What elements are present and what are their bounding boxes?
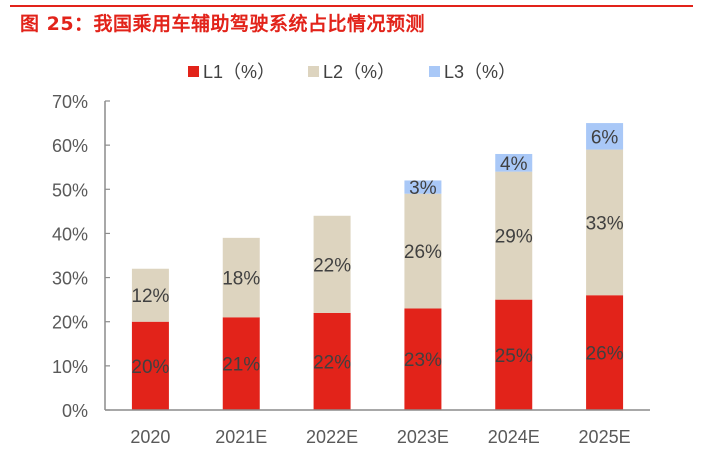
data-label-2020-series-1: 20%: [131, 357, 169, 378]
legend: L1（%） L2（%） L3（%）: [0, 58, 703, 82]
legend-swatch-l3: [429, 65, 440, 77]
bar-2022E-series-2: [313, 215, 351, 313]
y-tick-label: 10%: [52, 357, 88, 377]
labels-group: 20% 12% 2020 21% 18% 2021E 22% 22% 2022E 23% 26% 3%…: [52, 92, 631, 447]
data-label-2025E-series-2: 33%: [586, 213, 624, 234]
bar-2021E-series-1: [222, 317, 260, 410]
data-label-2021E-series-1: 21%: [222, 355, 260, 376]
chart-title: 图 25：我国乘用车辅助驾驶系统占比情况预测: [20, 13, 426, 35]
bar-2025E-series-2: [586, 149, 624, 296]
bar-2023E-series-2: [404, 193, 442, 309]
bar-2023E-series-1: [404, 308, 442, 410]
bar-2024E-series-2: [495, 171, 533, 300]
y-tick-label: 20%: [52, 313, 88, 333]
bar-2025E-series-3: [586, 123, 624, 150]
legend-item-l3: L3（%）: [429, 58, 516, 84]
y-tick-label: 40%: [52, 224, 88, 244]
data-label-2023E-series-3: 3%: [409, 178, 437, 199]
legend-item-l1: L1（%）: [188, 58, 275, 84]
x-tick-label: 2024E: [488, 427, 540, 447]
data-label-2023E-series-2: 26%: [404, 242, 442, 263]
data-label-2024E-series-3: 4%: [500, 154, 528, 175]
y-tick-label: 70%: [52, 92, 88, 112]
x-tick-label: 2021E: [215, 427, 267, 447]
bars-group: [131, 123, 624, 410]
bar-2020-series-2: [131, 268, 169, 322]
bar-2020-series-1: [131, 321, 169, 410]
data-label-2020-series-2: 12%: [131, 286, 169, 307]
data-label-2025E-series-3: 6%: [591, 127, 619, 148]
legend-label-l3: L3（%）: [444, 62, 517, 82]
x-tick-label: 2022E: [306, 427, 358, 447]
legend-item-l2: L2（%）: [308, 58, 395, 84]
legend-swatch-l2: [308, 65, 319, 77]
bar-2024E-series-1: [495, 299, 533, 410]
x-tick-label: 2025E: [579, 427, 631, 447]
axes-group: [104, 100, 650, 411]
legend-label-l1: L1（%）: [203, 62, 276, 82]
bar-2023E-series-3: [404, 180, 442, 194]
bar-2024E-series-3: [495, 153, 533, 172]
data-label-2022E-series-2: 22%: [313, 255, 351, 276]
bar-2022E-series-1: [313, 312, 351, 410]
y-tick-label: 60%: [52, 136, 88, 156]
data-label-2024E-series-2: 29%: [495, 227, 533, 248]
data-label-2023E-series-1: 23%: [404, 350, 442, 371]
data-label-2024E-series-1: 25%: [495, 346, 533, 367]
data-label-2025E-series-1: 26%: [586, 344, 624, 365]
y-tick-label: 30%: [52, 269, 88, 289]
x-tick-label: 2023E: [397, 427, 449, 447]
x-tick-label: 2020: [130, 427, 170, 447]
legend-swatch-l1: [188, 65, 199, 77]
title-rule: [10, 5, 693, 7]
bar-2021E-series-2: [222, 237, 260, 318]
bar-2025E-series-1: [586, 295, 624, 410]
data-label-2021E-series-2: 18%: [222, 269, 260, 290]
data-label-2022E-series-1: 22%: [313, 352, 351, 373]
y-tick-label: 50%: [52, 180, 88, 200]
legend-label-l2: L2（%）: [323, 62, 396, 82]
y-tick-label: 0%: [62, 401, 88, 421]
